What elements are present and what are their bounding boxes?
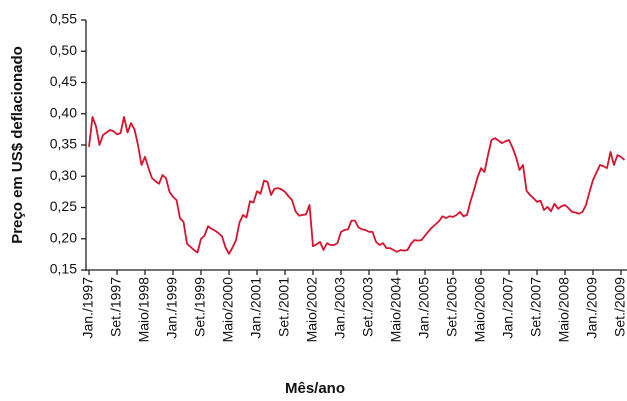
x-tick-label: Maio/1998 — [136, 277, 152, 343]
x-tick-label: Maio/2006 — [472, 277, 488, 343]
x-tick-label: Maio/2004 — [388, 277, 404, 343]
x-tick-label: Set./2005 — [444, 277, 460, 337]
y-tick-label: 0,15 — [50, 261, 77, 277]
x-tick-label: Jan./1997 — [80, 277, 96, 339]
y-axis-label: Preço em US$ deflacionado — [9, 46, 26, 244]
x-tick-label: Jan./1999 — [164, 277, 180, 339]
x-tick-label: Jan./2007 — [500, 277, 516, 339]
data-line — [88, 115, 626, 255]
x-tick-label: Set./2001 — [276, 277, 292, 337]
x-tick-label: Set./2007 — [528, 277, 544, 337]
x-tick-label: Jan./2009 — [584, 277, 600, 339]
y-tick-label: 0,55 — [50, 11, 77, 27]
x-tick-label: Set./1999 — [192, 277, 208, 337]
y-tick-label: 0,35 — [50, 136, 77, 152]
x-tick-label: Maio/2000 — [220, 277, 236, 343]
y-tick-label: 0,40 — [50, 104, 77, 120]
x-tick-label: Jan./2003 — [332, 277, 348, 339]
y-tick-label: 0,20 — [50, 229, 77, 245]
x-tick-label: Set./2003 — [360, 277, 376, 337]
x-tick-label: Set./1997 — [108, 277, 124, 337]
x-axis-label: Mês/ano — [285, 380, 345, 397]
y-tick-label: 0,25 — [50, 198, 77, 214]
y-tick-label: 0,30 — [50, 167, 77, 183]
x-tick-label: Set./2009 — [612, 277, 627, 337]
y-tick-label: 0,50 — [50, 42, 77, 58]
x-tick-label: Jan./2001 — [248, 277, 264, 339]
x-tick-label: Maio/2002 — [304, 277, 320, 343]
y-tick-label: 0,45 — [50, 73, 77, 89]
x-tick-label: Jan./2005 — [416, 277, 432, 339]
x-tick-label: Maio/2008 — [556, 277, 572, 343]
